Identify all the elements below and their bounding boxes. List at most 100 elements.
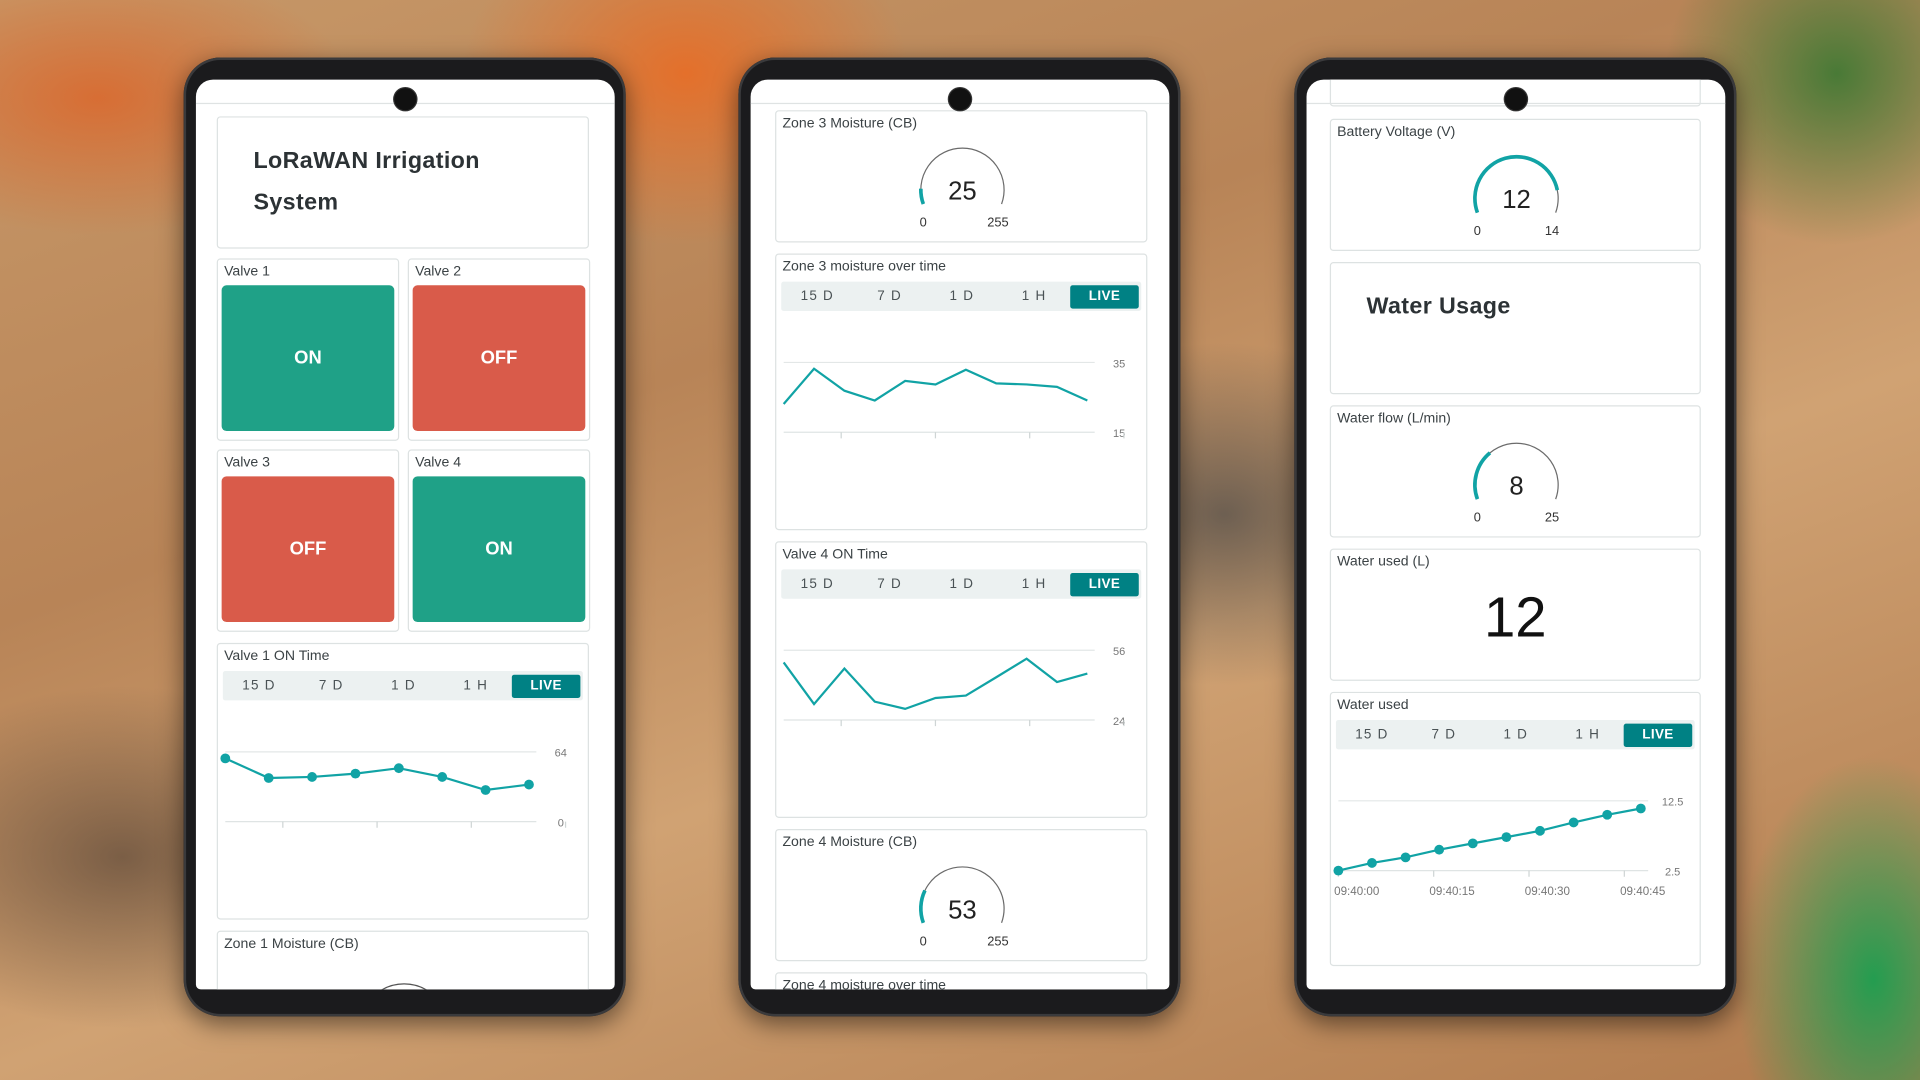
valve-label: Valve 2: [415, 264, 462, 280]
series-line: [782, 657, 1088, 711]
camera-icon: [1504, 88, 1527, 111]
data-point: [1602, 809, 1613, 820]
valve-1-toggle[interactable]: ON: [221, 285, 395, 432]
time-range-tabs: 15 D 7 D 1 D 1 H LIVE: [222, 671, 583, 701]
tab-15d[interactable]: 15 D: [800, 288, 835, 304]
water-used-value-card: Water used (L) 12: [1329, 548, 1701, 681]
tab-15d[interactable]: 15 D: [1355, 727, 1389, 743]
valve-2-card: Valve 2 OFF: [407, 258, 591, 441]
valve-3-card: Valve 3 OFF: [216, 449, 400, 632]
tab-1h[interactable]: 1 H: [1021, 288, 1047, 304]
gauge: 12 0 14: [1473, 154, 1560, 238]
data-point: [393, 763, 404, 774]
data-point: [1635, 803, 1646, 814]
valve-3-toggle[interactable]: OFF: [221, 476, 395, 623]
y-tick-label: 0: [558, 818, 564, 830]
value-title: Water used (L): [1337, 554, 1430, 570]
x-tick-label: 09:40:15: [1429, 885, 1474, 898]
chart-title: Zone 4 moisture over time: [782, 978, 947, 990]
dashboard-screen-left: LoRaWAN Irrigation System Valve 1 ON Val…: [195, 79, 615, 990]
data-point: [1535, 825, 1545, 836]
x-tick-label: 09:40:00: [1334, 885, 1380, 898]
x-tick-label: 09:40:45: [1620, 885, 1665, 898]
tab-1d[interactable]: 1 D: [949, 576, 975, 592]
y-tick-label: 12.5: [1662, 797, 1683, 809]
section-title: Water Usage: [1366, 293, 1511, 320]
tab-7d[interactable]: 7 D: [318, 678, 344, 694]
gauge: 8 0 25: [1473, 442, 1559, 525]
gauge-fill: [1473, 154, 1560, 214]
data-point: [1400, 852, 1411, 863]
gauge-title: Battery Voltage (V): [1337, 124, 1456, 140]
tab-15d[interactable]: 15 D: [800, 576, 835, 592]
tab-live[interactable]: LIVE: [511, 674, 581, 698]
tab-1h[interactable]: 1 H: [1021, 576, 1047, 592]
series-line: [1338, 807, 1642, 872]
time-range-tabs: 15 D 7 D 1 D 1 H LIVE: [781, 569, 1142, 599]
time-range-tabs: 15 D 7 D 1 D 1 H LIVE: [1335, 720, 1695, 750]
valve-1-card: Valve 1 ON: [216, 258, 400, 441]
data-point: [350, 768, 361, 779]
valve-4-toggle[interactable]: ON: [412, 476, 586, 623]
line-chart: 64 0: [220, 748, 567, 830]
y-tick-label: 35: [1113, 358, 1125, 370]
line-chart: 12.5 2.5 09:40:00 09:40:15 09:40:30 09:40:45: [1333, 797, 1683, 898]
water-usage-title-card: Water Usage: [1329, 262, 1701, 395]
gauge-max: 255: [987, 933, 1008, 948]
gauge-value: 8: [1509, 473, 1523, 501]
tab-7d[interactable]: 7 D: [1431, 727, 1457, 743]
line-chart: 56 24: [782, 646, 1125, 728]
tab-1h[interactable]: 1 H: [463, 678, 489, 694]
gauge-track: [920, 147, 1005, 205]
data-point: [1501, 832, 1512, 843]
zone-3-moisture-chart-card: Zone 3 moisture over time 15 D 7 D 1 D 1 H L…: [775, 253, 1148, 531]
line-chart: 35 15: [782, 358, 1125, 440]
gauge-max: 25: [1545, 510, 1559, 525]
chart-title: Valve 4 ON Time: [782, 547, 888, 563]
tab-1d[interactable]: 1 D: [391, 678, 416, 694]
gauge-max: 255: [987, 215, 1008, 230]
title-card: LoRaWAN Irrigation System: [216, 116, 589, 249]
valve-label: Valve 3: [224, 455, 271, 471]
phone-left: LoRaWAN Irrigation System Valve 1 ON Val…: [183, 57, 626, 1017]
tab-7d[interactable]: 7 D: [877, 576, 902, 592]
valve-label: Valve 1: [224, 264, 271, 280]
gauge-arc: [381, 983, 427, 990]
y-tick-label: 2.5: [1665, 867, 1680, 879]
tab-live[interactable]: LIVE: [1623, 723, 1693, 747]
gauge-fill: [918, 188, 926, 205]
tab-1d[interactable]: 1 D: [949, 288, 975, 304]
dashboard-screen-right: Battery Voltage (V) 12 0 14 Water Usage Wa…: [1306, 79, 1726, 990]
tab-7d[interactable]: 7 D: [877, 288, 902, 304]
tab-live[interactable]: LIVE: [1070, 572, 1139, 596]
data-point: [524, 779, 534, 790]
series-line: [782, 367, 1088, 405]
gauge-title: Zone 3 Moisture (CB): [782, 116, 918, 132]
gauge: 53 0 255: [918, 866, 1009, 948]
zone-4-moisture-gauge-card: Zone 4 Moisture (CB) 53 0 255: [775, 828, 1148, 962]
x-tick-label: 09:40:30: [1525, 885, 1571, 898]
y-tick-label: 24: [1113, 716, 1125, 728]
data-point: [480, 785, 491, 795]
data-point: [437, 772, 448, 782]
camera-icon: [394, 88, 417, 111]
gauge-value: 25: [948, 178, 977, 206]
dashboard-title-line2: System: [253, 189, 339, 216]
tab-1d[interactable]: 1 D: [1503, 727, 1529, 743]
camera-icon: [948, 88, 972, 111]
gauge-title: Zone 4 Moisture (CB): [782, 835, 918, 850]
gauge-title: Water flow (L/min): [1337, 411, 1451, 427]
zone-1-moisture-card: Zone 1 Moisture (CB): [216, 930, 589, 990]
zone-3-moisture-gauge-card: Zone 3 Moisture (CB) 25 0 255: [775, 110, 1148, 243]
tab-1h[interactable]: 1 H: [1575, 727, 1601, 743]
gauge-value: 53: [948, 896, 977, 924]
tab-live[interactable]: LIVE: [1070, 284, 1139, 308]
gauge-value: 12: [1502, 186, 1531, 214]
valve-2-toggle[interactable]: OFF: [412, 285, 586, 432]
gauge-title: Zone 1 Moisture (CB): [224, 936, 359, 952]
chart-title: Water used: [1337, 697, 1409, 713]
tab-15d[interactable]: 15 D: [242, 678, 276, 694]
data-point: [1333, 865, 1344, 876]
